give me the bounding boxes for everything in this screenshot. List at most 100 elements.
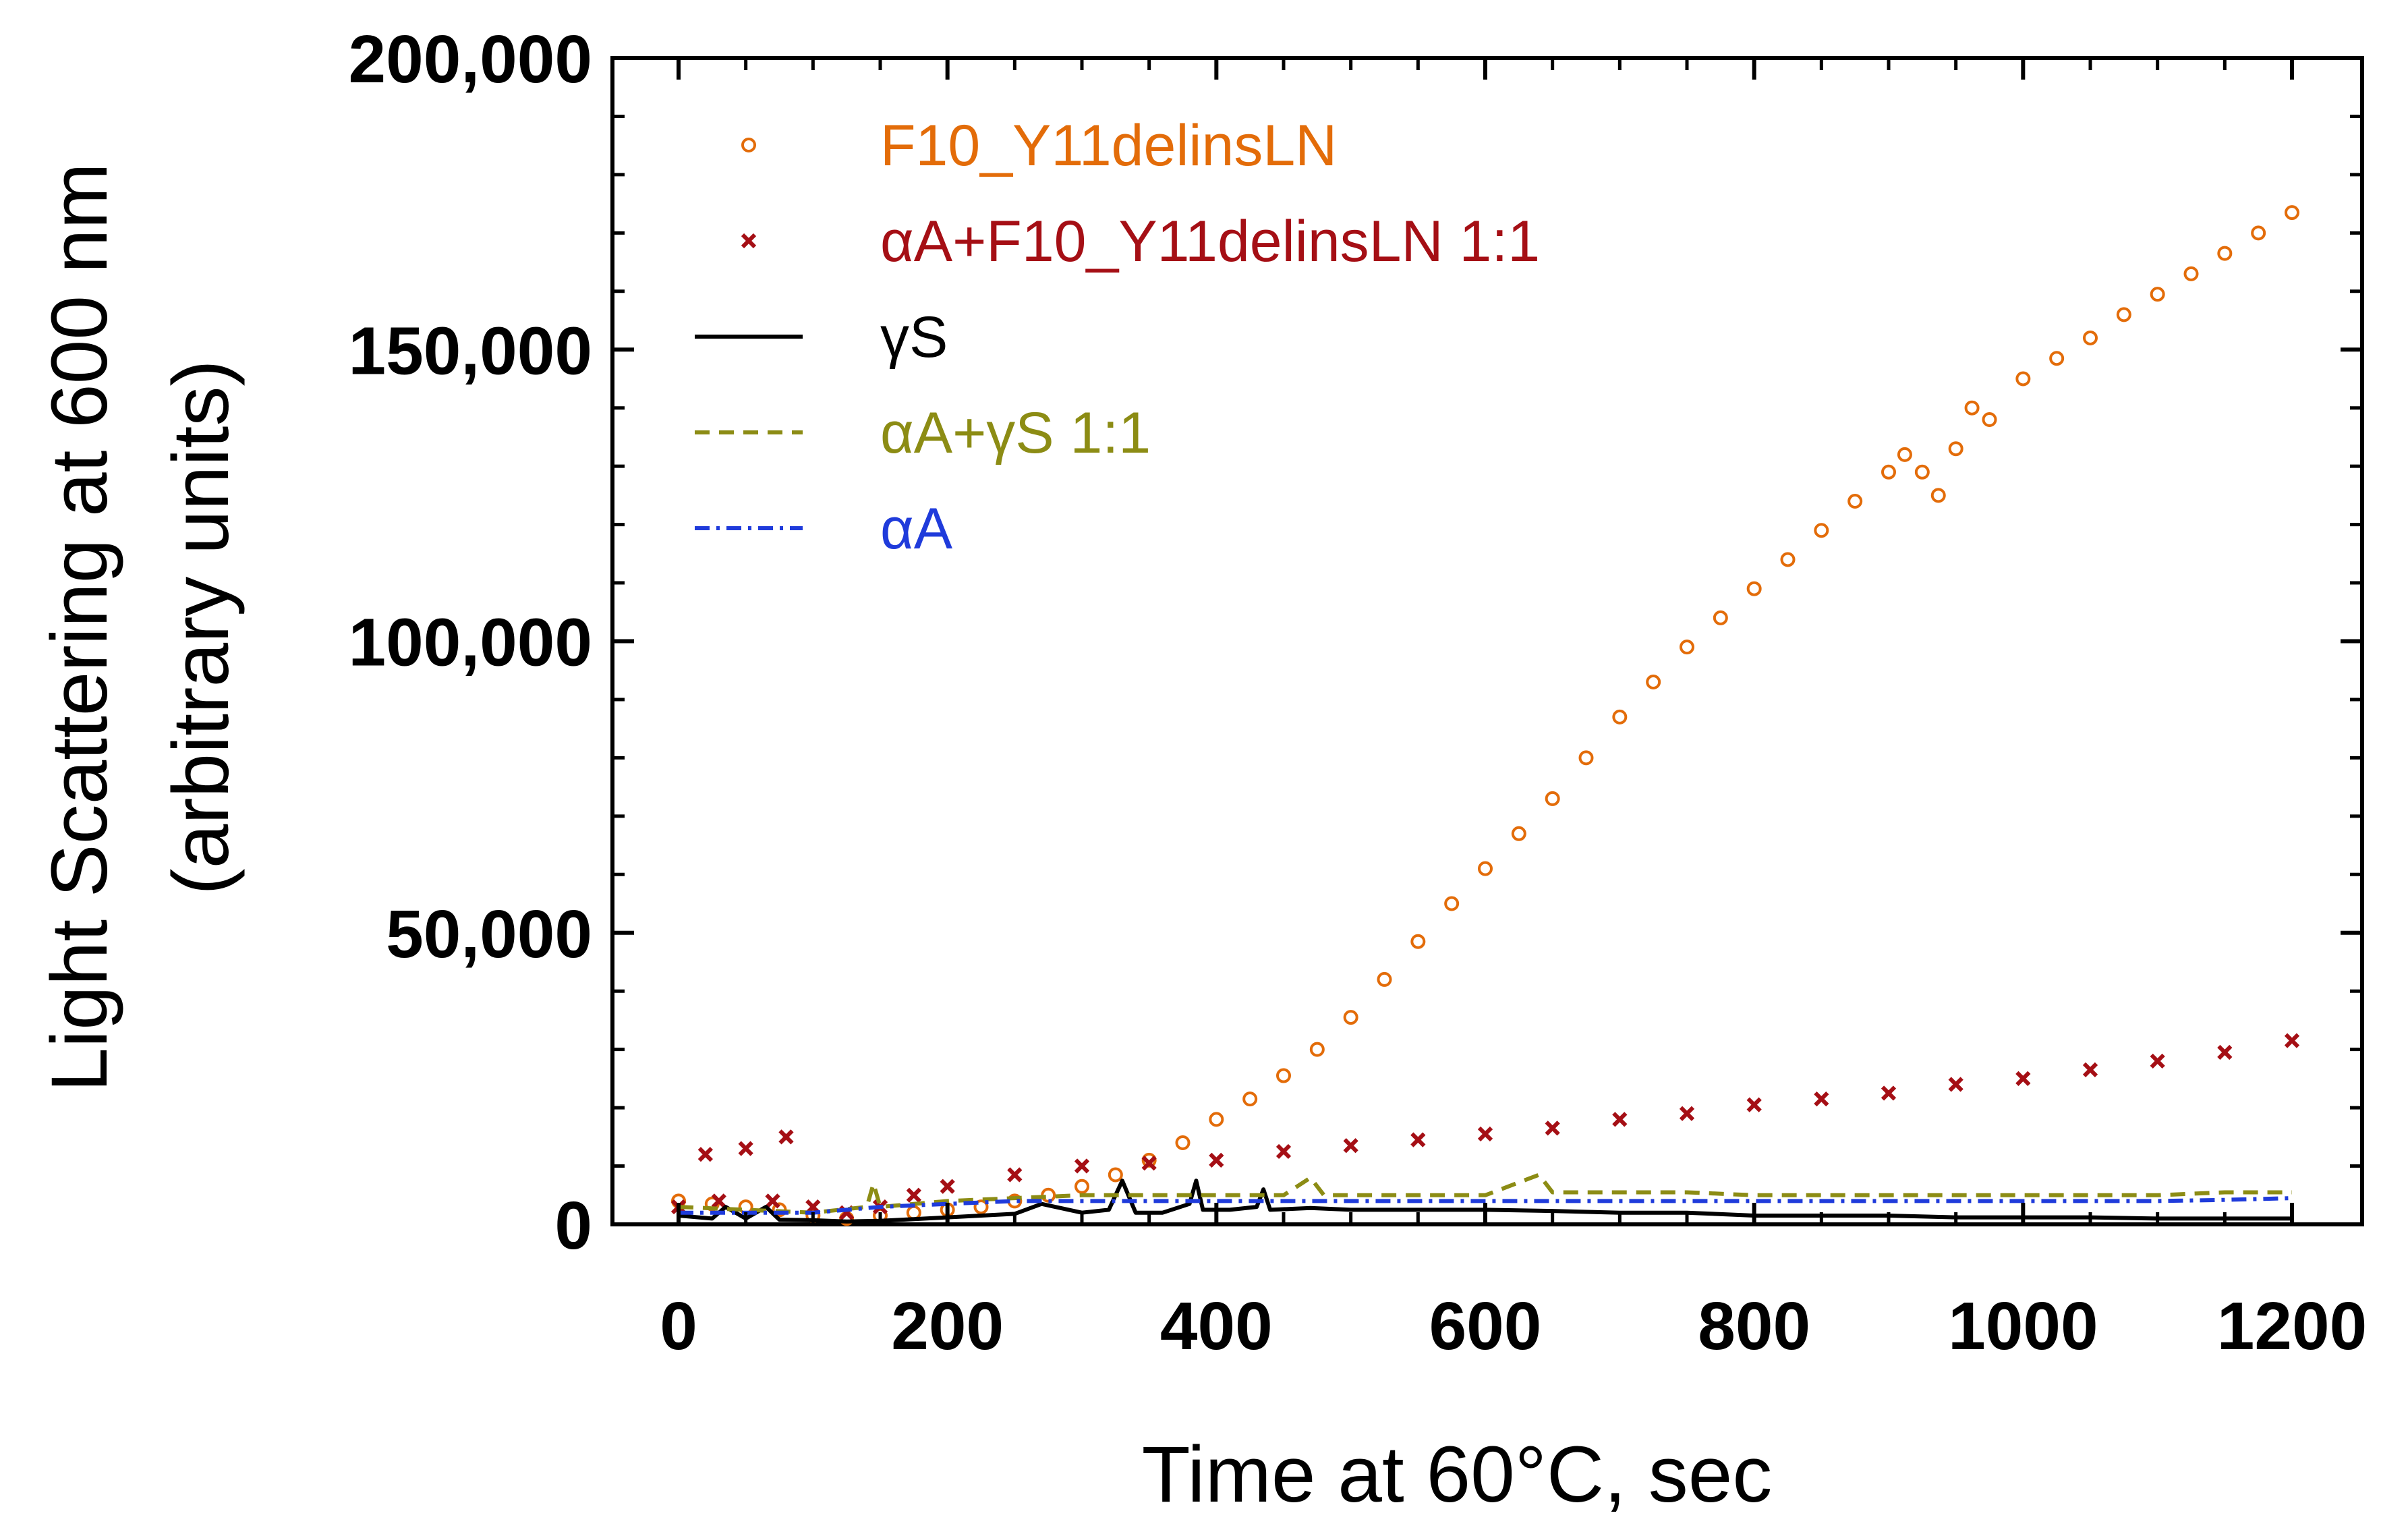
data-point <box>2150 287 2165 302</box>
legend-item-a-f10-y11delinsln-1-1: αA+F10_Y11delinsLN 1:1 <box>741 209 1540 274</box>
data-point <box>1982 411 1997 427</box>
x-tick-label: 1200 <box>2217 1288 2367 1364</box>
data-point <box>973 1199 989 1215</box>
data-point <box>2251 225 2266 241</box>
data-point <box>1477 1126 1493 1142</box>
data-point <box>1679 1106 1695 1121</box>
data-point <box>1377 971 1392 987</box>
y-tick-label: 100,000 <box>349 605 592 681</box>
data-point <box>1545 1120 1560 1136</box>
data-point <box>1343 1138 1358 1154</box>
data-point <box>1410 1132 1426 1147</box>
data-point <box>1175 1135 1191 1150</box>
x-tick-label: 400 <box>1160 1288 1273 1364</box>
series-line-s <box>678 1178 2292 1224</box>
data-point <box>1914 464 1930 480</box>
data-point <box>1478 861 1493 876</box>
data-point <box>2015 371 2031 387</box>
data-point <box>697 1147 713 1162</box>
data-point <box>1814 1091 1829 1107</box>
data-point <box>1108 1167 1123 1183</box>
legend-label: F10_Y11delinsLN <box>880 113 1337 178</box>
data-point <box>1074 1158 1090 1174</box>
data-point <box>738 1141 753 1156</box>
data-point <box>1713 610 1728 625</box>
data-point <box>1881 464 1896 480</box>
x-tick-label: 1000 <box>1948 1288 2098 1364</box>
x-axis-title: Time at 60°C, sec <box>1142 1430 1773 1519</box>
data-point <box>1680 640 1694 655</box>
y-axis-title-line-2: (arbitrary units) <box>156 360 246 894</box>
data-point <box>1612 709 1628 725</box>
data-point <box>1410 934 1426 949</box>
legend-label: αA+F10_Y11delinsLN 1:1 <box>880 209 1540 274</box>
data-point <box>2285 205 2299 221</box>
data-point <box>1964 400 1980 416</box>
legend-label: αA+γS 1:1 <box>880 401 1151 465</box>
x-tick-label: 0 <box>660 1288 697 1364</box>
legend-label: αA <box>880 496 953 561</box>
data-point <box>1578 750 1594 766</box>
data-point <box>1612 1112 1628 1127</box>
legend-swatch <box>741 138 756 152</box>
data-point <box>2217 246 2233 261</box>
legend: F10_Y11delinsLN αA+F10_Y11delinsLN 1:1 γS α… <box>695 113 1540 561</box>
data-point <box>1276 1068 1291 1083</box>
data-point <box>2217 1044 2233 1060</box>
data-point <box>1847 494 1863 509</box>
data-point <box>1242 1091 1258 1107</box>
data-point <box>1309 1042 1325 1057</box>
y-tick-label: 150,000 <box>349 313 592 389</box>
data-point <box>2284 1033 2300 1048</box>
legend-item-s: γS <box>695 305 948 370</box>
data-point <box>1881 1085 1897 1101</box>
data-point <box>1343 1010 1358 1025</box>
data-point <box>778 1129 794 1145</box>
data-point <box>2015 1071 2031 1087</box>
series-a-f10-y11delinsln-1-1 <box>670 1033 2300 1220</box>
data-point <box>1646 675 1661 690</box>
data-point <box>1141 1156 1157 1171</box>
data-point <box>2150 1053 2165 1069</box>
series-line-a <box>679 1196 2293 1215</box>
legend-item-a-s-1-1: αA+γS 1:1 <box>695 401 1151 465</box>
legend-swatch <box>741 233 757 249</box>
data-point <box>940 1178 955 1194</box>
data-point <box>1511 826 1526 841</box>
data-point <box>1209 1112 1224 1127</box>
legend-item-a: αA <box>695 496 953 561</box>
data-point <box>1141 1152 1157 1168</box>
series-layer <box>670 205 2300 1226</box>
series-a-s-1-1 <box>678 1172 2292 1215</box>
data-point <box>1814 523 1829 538</box>
y-tick-label: 0 <box>554 1188 592 1263</box>
legend-item-f10-y11delinsln: F10_Y11delinsLN <box>741 113 1337 178</box>
data-point <box>1780 552 1796 567</box>
data-point <box>711 1193 726 1209</box>
data-point <box>1746 581 1762 596</box>
series-line-a-s-1-1 <box>678 1172 2292 1215</box>
y-tick-label: 50,000 <box>386 897 592 972</box>
data-point <box>1948 441 1963 457</box>
data-point <box>1209 1152 1224 1168</box>
data-point <box>1545 791 1560 806</box>
data-point <box>765 1193 780 1209</box>
data-point <box>906 1187 921 1203</box>
x-tick-label: 600 <box>1429 1288 1542 1364</box>
data-point <box>2083 330 2098 345</box>
series-s <box>678 1178 2292 1224</box>
data-point <box>1930 488 1946 503</box>
data-point <box>2082 1062 2098 1078</box>
data-point <box>1007 1167 1023 1183</box>
legend-label: γS <box>880 305 948 370</box>
data-point <box>1746 1097 1762 1112</box>
y-axis-title-line-1: Light Scattering at 600 nm <box>35 163 124 1092</box>
x-tick-label: 800 <box>1698 1288 1810 1364</box>
data-point <box>2116 307 2131 322</box>
data-point <box>1275 1143 1292 1160</box>
x-tick-label: 200 <box>891 1288 1004 1364</box>
y-tick-label: 200,000 <box>349 22 592 97</box>
data-point <box>1444 896 1460 911</box>
series-a <box>679 1196 2293 1215</box>
